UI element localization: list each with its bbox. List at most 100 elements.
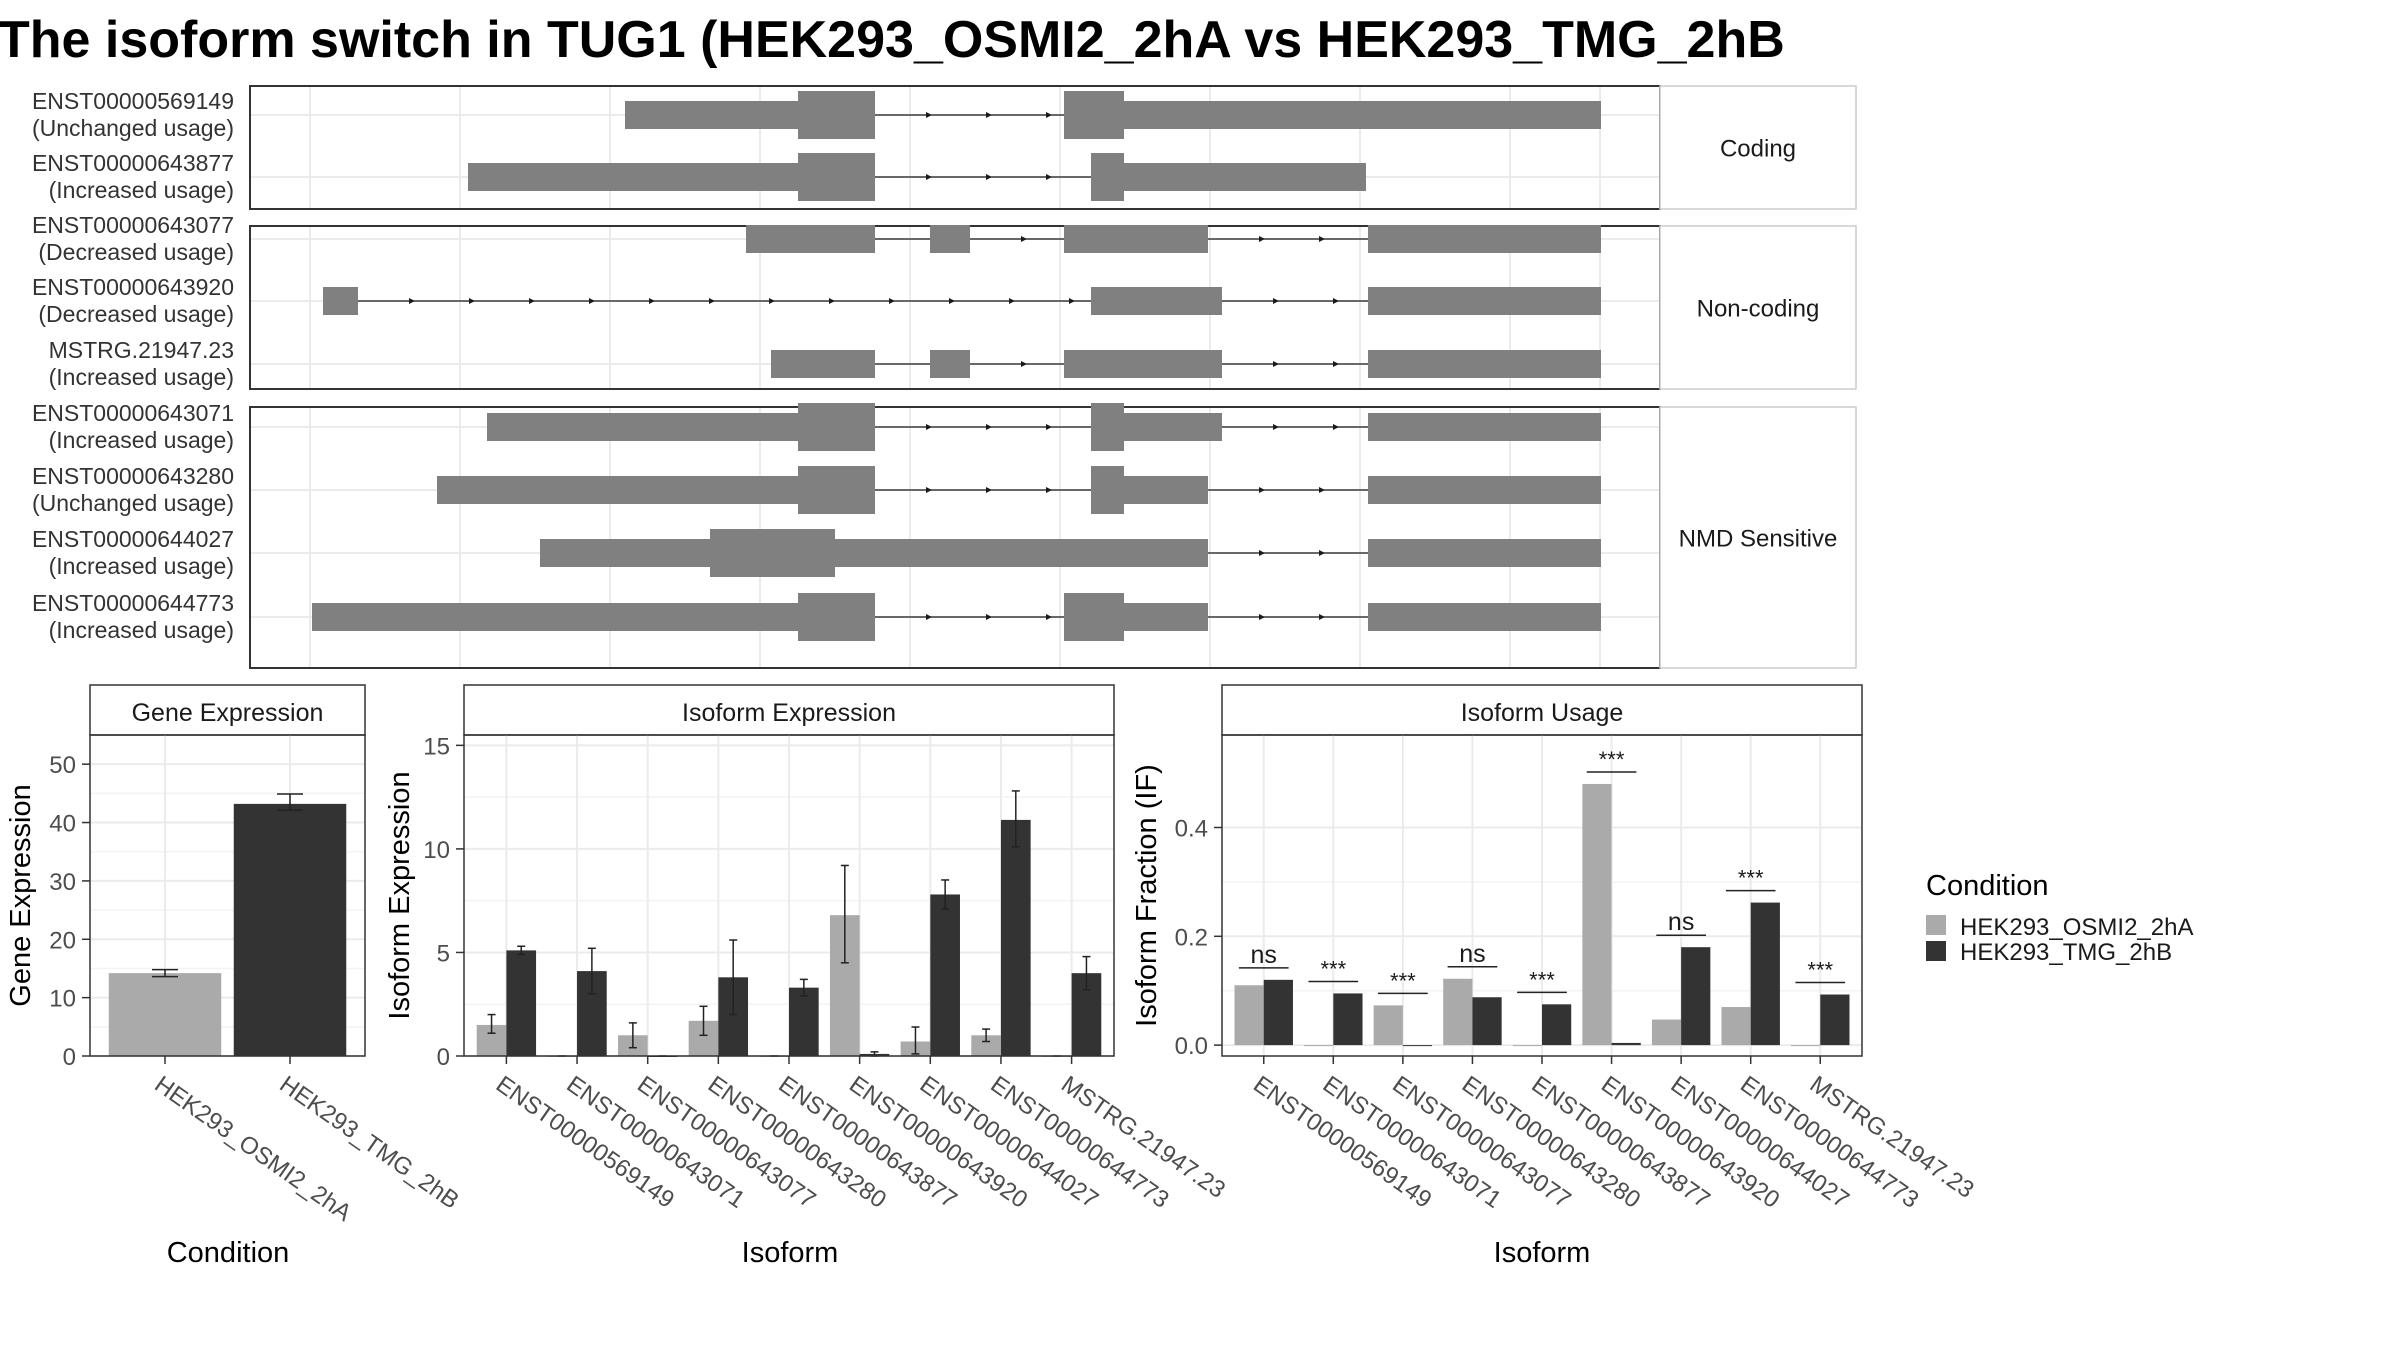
transcript-usage: (Increased usage) [49,617,234,643]
transcript-id: ENST00000569149 [32,88,234,114]
bar [506,950,537,1056]
y-tick-label: 50 [49,752,76,779]
exon-cds [1091,466,1124,514]
group-label: NMD Sensitive [1679,526,1838,553]
intron-arrow [926,487,932,493]
y-axis-title: Gene Expression [5,784,37,1006]
group-strip [1659,406,1857,669]
exon-utr [1124,476,1208,504]
significance-label: *** [1599,747,1625,772]
bar [1263,979,1293,1046]
intron-arrow [1259,614,1265,620]
exon-utr [1368,539,1601,567]
y-tick-label: 15 [423,733,450,760]
intron-arrow [1259,236,1265,242]
y-axis-title: Isoform Fraction (IF) [1131,764,1163,1027]
bar-chart-panel: Isoform Usage 0.0 0.2 0.4 ns *** *** ns *** *** ns… [1131,684,1979,1269]
bar [1791,1045,1821,1047]
bar [1000,819,1031,1056]
intron-arrow [1069,298,1075,304]
transcript-row: ENST00000643280(Unchanged usage) [32,463,1601,516]
exon-utr [1064,350,1222,378]
intron-arrow [1273,424,1279,430]
intron-arrow [589,298,595,304]
transcript-id: ENST00000643877 [32,150,234,176]
intron-arrow [1273,298,1279,304]
bar [1443,978,1473,1046]
bar [1472,997,1502,1046]
legend-key-b [1926,941,1946,961]
intron-arrow [1021,236,1027,242]
transcript-row: ENST00000643071(Increased usage) [32,400,1601,453]
bar [1582,783,1612,1046]
transcript-row: ENST00000644773(Increased usage) [32,590,1601,643]
transcript-id: ENST00000643920 [32,274,234,300]
bar [1820,994,1850,1046]
y-tick-label: 40 [49,811,76,838]
intron-arrow [949,298,955,304]
transcript-row: ENST00000569149(Unchanged usage) [32,88,1601,141]
exon-cds [710,529,835,577]
x-axis-title: Isoform [742,1237,839,1269]
intron-arrow [1259,487,1265,493]
group-strip [1659,225,1857,390]
y-tick-label: 5 [437,940,450,967]
bar [108,973,222,1056]
y-tick-label: 0 [437,1044,450,1071]
intron-arrow [1333,361,1339,367]
exon-cds [1091,403,1124,451]
exon-utr [540,539,710,567]
y-tick-label: 0.2 [1175,924,1208,951]
intron-arrow [1319,550,1325,556]
x-tick-label: HEK293_OSMI2_2hA [150,1071,357,1227]
bar [1611,1042,1641,1046]
y-axis-title: Isoform Expression [384,771,416,1019]
x-axis-title: Isoform [1494,1237,1591,1269]
transcript-usage: (Decreased usage) [38,301,234,327]
bar [1651,1019,1682,1046]
intron-arrow [986,112,992,118]
panel-title: Isoform Usage [1461,699,1624,727]
intron-arrow [1319,236,1325,242]
exon-utr [1368,350,1601,378]
bar [1721,1007,1751,1046]
transcript-id: ENST00000644027 [32,526,234,552]
exon-utr [1124,101,1601,129]
intron-arrow [529,298,535,304]
exon-utr [1124,163,1366,191]
bar [1333,993,1363,1046]
panel-border [89,734,366,1057]
group-strip [1659,85,1857,210]
transcript-row: MSTRG.21947.23(Increased usage) [49,337,1601,390]
bar [971,1035,1001,1056]
intron-arrow [926,424,932,430]
intron-arrow [1046,112,1052,118]
exon-cds [1064,593,1124,641]
panel-strip [89,684,366,736]
exon-utr [1368,287,1601,315]
bar-chart-panel: Isoform Expression051015ENST00000569149E… [384,684,1230,1269]
intron-arrow [1021,361,1027,367]
intron-arrow [769,298,775,304]
significance-label: ns [1459,940,1485,968]
intron-arrow [1046,424,1052,430]
exon-cds [798,593,875,641]
significance-label: ns [1251,941,1277,969]
y-tick-label: 10 [423,837,450,864]
transcript-usage: (Unchanged usage) [32,115,234,141]
significance-label: ns [1668,908,1694,936]
intron-arrow [409,298,415,304]
intron-arrow [1046,487,1052,493]
intron-arrow [1009,298,1015,304]
transcript-row: ENST00000643920(Decreased usage) [32,274,1601,327]
figure-title: The isoform switch in TUG1 (HEK293_OSMI2… [0,11,1785,69]
exon-utr [468,163,798,191]
transcript-id: ENST00000644773 [32,590,234,616]
significance-label: *** [1320,956,1346,981]
exon-cds [1091,153,1124,201]
exon-utr [625,101,798,129]
group-label: Coding [1720,136,1796,163]
